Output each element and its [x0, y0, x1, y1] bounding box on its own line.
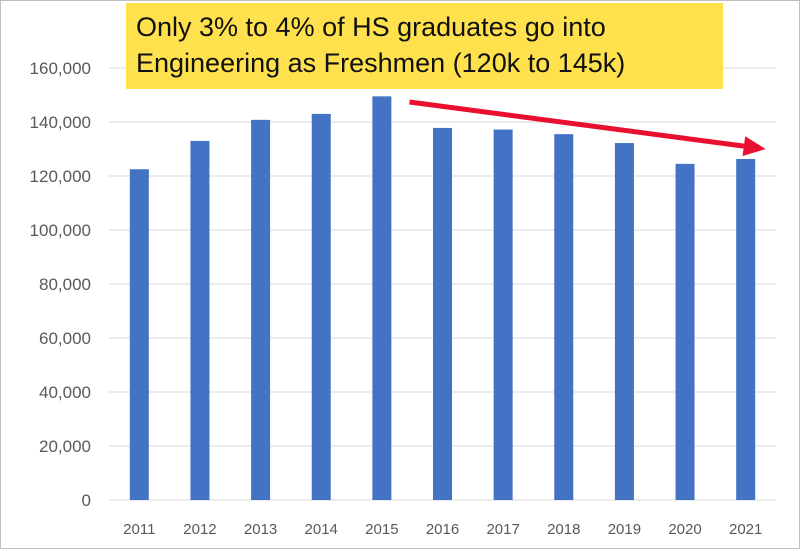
x-tick-label: 2020 [668, 521, 701, 538]
callout-line-2: Engineering as Freshmen (120k to 145k) [136, 48, 626, 78]
x-tick-label: 2011 [123, 521, 155, 538]
bars [129, 96, 756, 501]
y-tick-label: 20,000 [39, 437, 91, 456]
trend-arrow-shaft [409, 99, 745, 149]
annotation-layer [409, 99, 766, 157]
bar-2016 [433, 127, 452, 500]
bar-2012 [190, 140, 210, 500]
bar-2013 [251, 119, 271, 500]
x-tick-label: 2013 [244, 521, 277, 538]
bar-2020 [675, 163, 695, 500]
x-tick-label: 2021 [729, 521, 762, 538]
x-tick-label: 2012 [183, 521, 216, 538]
y-tick-label: 80,000 [39, 275, 91, 294]
y-tick-label: 0 [82, 491, 91, 510]
x-tick-label: 2014 [305, 521, 338, 538]
y-tick-label: 140,000 [30, 113, 91, 132]
x-tick-label: 2019 [608, 521, 641, 538]
y-tick-label: 120,000 [30, 167, 91, 186]
bar-2018 [554, 134, 574, 500]
x-tick-label: 2015 [365, 521, 398, 538]
bar-2011 [129, 169, 149, 500]
y-tick-label: 160,000 [30, 59, 91, 78]
callout-box: Only 3% to 4% of HS graduates go into En… [126, 3, 723, 89]
x-tick-label: 2018 [547, 521, 580, 538]
y-tick-label: 60,000 [39, 329, 91, 348]
trend-arrow-head [742, 136, 766, 157]
callout-line-1: Only 3% to 4% of HS graduates go into [136, 12, 606, 42]
y-axis-ticks: 0 20,000 40,000 60,000 80,000 100,000 120,000 1… [30, 59, 91, 510]
bar-2015 [372, 96, 392, 500]
bar-2014 [311, 113, 331, 501]
x-tick-label: 2016 [426, 521, 459, 538]
y-tick-label: 40,000 [39, 383, 91, 402]
x-tick-label: 2017 [486, 521, 519, 538]
bar-2021 [736, 158, 756, 501]
bar-2019 [614, 143, 634, 500]
x-axis-ticks: 2011 2012 2013 2014 2015 2016 2017 2018 2019 2020… [123, 521, 762, 538]
bar-2017 [493, 129, 513, 500]
y-tick-label: 100,000 [30, 221, 91, 240]
